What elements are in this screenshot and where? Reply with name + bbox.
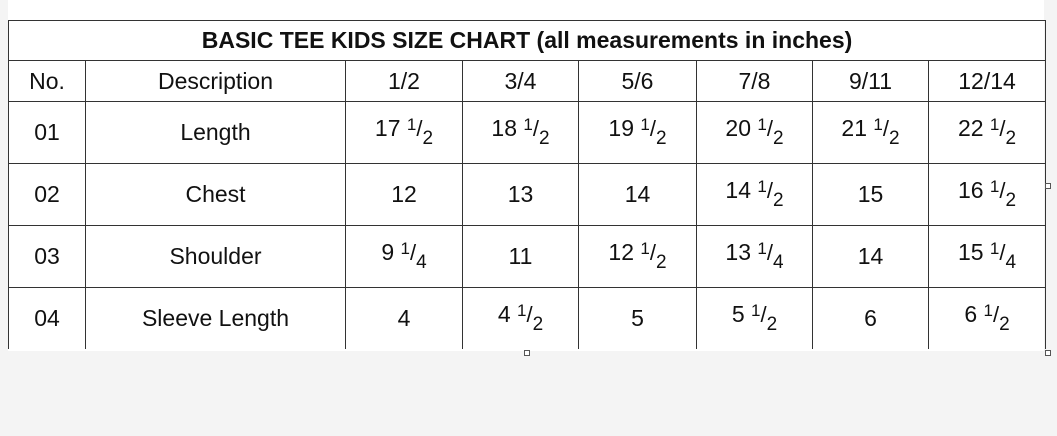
measurement-cell: 5 1/2	[696, 287, 813, 349]
measurement-cell: 6	[812, 287, 929, 349]
measurement-cell: 14	[812, 225, 929, 288]
resize-handle-bottom-right[interactable]	[1045, 350, 1051, 356]
resize-handle-right[interactable]	[1045, 183, 1051, 189]
measurement-cell: 6 1/2	[927, 287, 1047, 349]
row-description: Length	[85, 101, 346, 164]
row-number: 03	[8, 225, 86, 288]
measurement-cell: 13	[462, 163, 579, 226]
column-header: 7/8	[696, 60, 813, 102]
row-number: 04	[8, 287, 86, 349]
measurement-cell: 21 1/2	[812, 101, 929, 164]
measurement-cell: 9 1/4	[345, 225, 463, 288]
table-title: BASIC TEE KIDS SIZE CHART (all measureme…	[7, 20, 1047, 61]
header-row: No. Description 1/2 3/4 5/6 7/8 9/11 12/14	[8, 60, 1047, 102]
row-number: 02	[8, 163, 86, 226]
measurement-cell: 19 1/2	[578, 101, 697, 164]
measurement-cell: 4 1/2	[462, 287, 579, 349]
measurement-cell: 13 1/4	[696, 225, 813, 288]
column-header: 3/4	[462, 60, 579, 102]
measurement-cell: 22 1/2	[927, 101, 1047, 164]
column-header: 1/2	[345, 60, 463, 102]
measurement-cell: 15 1/4	[927, 225, 1047, 288]
table-row: 01 Length 17 1/2 18 1/2 19 1/2 20 1/2 21 1/2 22…	[8, 101, 1047, 164]
resize-handle-bottom[interactable]	[524, 350, 530, 356]
measurement-cell: 17 1/2	[345, 101, 463, 164]
size-chart-table[interactable]: BASIC TEE KIDS SIZE CHART (all measureme…	[7, 20, 1047, 349]
column-header: No.	[8, 60, 86, 102]
measurement-cell: 4	[345, 287, 463, 349]
measurement-cell: 14 1/2	[696, 163, 813, 226]
measurement-cell: 14	[578, 163, 697, 226]
row-description: Sleeve Length	[85, 287, 346, 349]
measurement-cell: 15	[812, 163, 929, 226]
table-row: 03 Shoulder 9 1/4 11 12 1/2 13 1/4 14 15 1/4	[8, 225, 1047, 288]
row-description: Shoulder	[85, 225, 346, 288]
table-row: 02 Chest 12 13 14 14 1/2 15 16 1/2	[8, 163, 1047, 226]
measurement-cell: 12	[345, 163, 463, 226]
measurement-cell: 12 1/2	[578, 225, 697, 288]
table-row: 04 Sleeve Length 4 4 1/2 5 5 1/2 6 6 1/2	[8, 287, 1047, 349]
column-header: 9/11	[812, 60, 929, 102]
measurement-cell: 18 1/2	[462, 101, 579, 164]
measurement-cell: 5	[578, 287, 697, 349]
measurement-cell: 16 1/2	[927, 163, 1047, 226]
row-description: Chest	[85, 163, 346, 226]
measurement-cell: 20 1/2	[696, 101, 813, 164]
column-header: Description	[85, 60, 346, 102]
column-header: 12/14	[927, 60, 1047, 102]
row-number: 01	[8, 101, 86, 164]
measurement-cell: 11	[462, 225, 579, 288]
column-header: 5/6	[578, 60, 697, 102]
